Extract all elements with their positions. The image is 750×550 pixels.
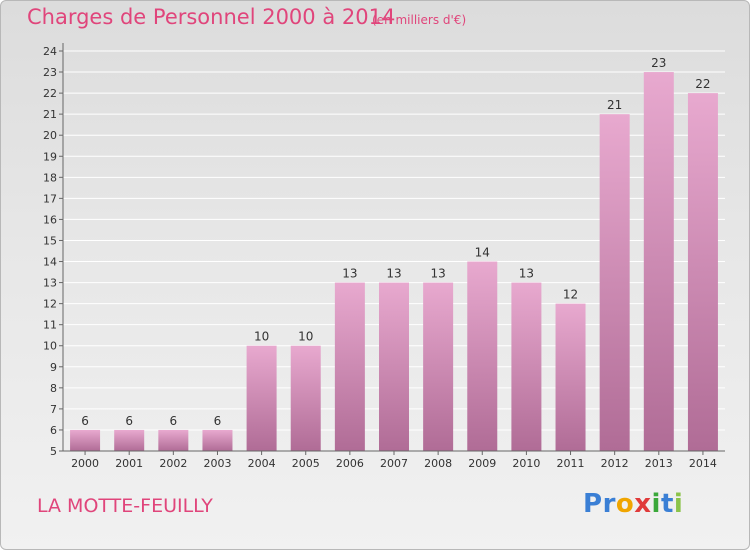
value-label-2004: 10 bbox=[254, 330, 269, 344]
y-tick-label: 14 bbox=[43, 256, 57, 269]
axes: 5 6 7 8 9 10 11 12 13 14 15 16 17 18 19 20 21 22 23 24 2000 2… bbox=[43, 43, 725, 470]
logo-letter: i bbox=[673, 489, 684, 519]
y-tick-label: 19 bbox=[43, 150, 57, 163]
y-tick-label: 21 bbox=[43, 108, 57, 121]
logo-letter: x bbox=[634, 489, 652, 519]
y-tick-label: 20 bbox=[43, 129, 57, 142]
value-label-2013: 23 bbox=[651, 56, 666, 70]
proxiti-logo[interactable]: Proxiti bbox=[583, 489, 683, 519]
bar-2009 bbox=[467, 261, 498, 451]
x-tick-label-2010: 2010 bbox=[512, 457, 540, 470]
y-tick-label: 18 bbox=[43, 171, 57, 184]
value-label-2003: 6 bbox=[214, 414, 222, 428]
bar-2010 bbox=[511, 282, 542, 451]
bar-2002 bbox=[158, 429, 189, 451]
x-tick-label-2011: 2011 bbox=[557, 457, 585, 470]
y-tick-label: 12 bbox=[43, 298, 57, 311]
bar-2005 bbox=[290, 345, 321, 451]
x-tick-label-2013: 2013 bbox=[645, 457, 673, 470]
value-label-2006: 13 bbox=[342, 267, 357, 281]
y-tick-label: 23 bbox=[43, 66, 57, 79]
x-tick-label-2001: 2001 bbox=[115, 457, 143, 470]
x-tick-label-2009: 2009 bbox=[468, 457, 496, 470]
bar-2013 bbox=[643, 72, 674, 451]
y-tick-label: 9 bbox=[50, 361, 57, 374]
bars: 6 6 6 6 10 10 13 13 13 14 13 12 21 23 22 bbox=[70, 56, 718, 452]
x-tick-label-2002: 2002 bbox=[159, 457, 187, 470]
y-tick-label: 15 bbox=[43, 234, 57, 247]
logo-letter: P bbox=[583, 489, 603, 519]
chart-subtitle: (en milliers d'€) bbox=[372, 13, 467, 27]
logo-letter: o bbox=[615, 489, 635, 519]
x-tick-label-2005: 2005 bbox=[292, 457, 320, 470]
logo-letter: t bbox=[660, 489, 674, 519]
value-label-2012: 21 bbox=[607, 98, 622, 112]
logo-letter: r bbox=[602, 489, 616, 519]
y-tick-label: 24 bbox=[43, 45, 57, 58]
place-name: LA MOTTE-FEUILLY bbox=[37, 495, 213, 517]
bar-2012 bbox=[599, 114, 630, 451]
bar-2007 bbox=[379, 282, 409, 451]
value-label-2010: 13 bbox=[519, 267, 534, 281]
bar-2004 bbox=[246, 345, 277, 451]
y-tick-label: 7 bbox=[50, 403, 57, 416]
y-tick-label: 5 bbox=[50, 445, 57, 458]
value-label-2001: 6 bbox=[125, 414, 133, 428]
bar-2008 bbox=[423, 282, 454, 451]
logo-letter: i bbox=[651, 489, 661, 519]
y-tick-label: 8 bbox=[50, 382, 57, 395]
x-tick-label-2012: 2012 bbox=[601, 457, 629, 470]
y-tick-label: 16 bbox=[43, 213, 57, 226]
value-label-2014: 22 bbox=[695, 77, 710, 91]
x-tick-label-2003: 2003 bbox=[203, 457, 231, 470]
chart-title: Charges de Personnel 2000 à 2014 bbox=[27, 5, 396, 29]
value-label-2005: 10 bbox=[298, 330, 313, 344]
bar-2011 bbox=[555, 303, 586, 451]
y-tick-label: 6 bbox=[50, 424, 57, 437]
bar-2003 bbox=[202, 429, 233, 451]
value-label-2007: 13 bbox=[386, 267, 401, 281]
y-tick-label: 17 bbox=[43, 192, 57, 205]
y-tick-label: 13 bbox=[43, 277, 57, 290]
y-tick-label: 11 bbox=[43, 319, 57, 332]
value-label-2009: 14 bbox=[475, 246, 490, 260]
bar-2006 bbox=[334, 282, 365, 451]
bar-2014 bbox=[687, 93, 718, 452]
x-tick-label-2006: 2006 bbox=[336, 457, 364, 470]
bar-2000 bbox=[70, 429, 101, 451]
x-tick-label-2007: 2007 bbox=[380, 457, 408, 470]
y-tick-label: 10 bbox=[43, 340, 57, 353]
value-label-2002: 6 bbox=[170, 414, 178, 428]
x-tick-label-2000: 2000 bbox=[71, 457, 99, 470]
value-label-2011: 12 bbox=[563, 288, 578, 302]
value-label-2008: 13 bbox=[430, 267, 445, 281]
value-label-2000: 6 bbox=[81, 414, 89, 428]
x-tick-label-2014: 2014 bbox=[689, 457, 717, 470]
x-tick-label-2008: 2008 bbox=[424, 457, 452, 470]
y-tick-label: 22 bbox=[43, 87, 57, 100]
bar-2001 bbox=[114, 429, 145, 451]
x-tick-label-2004: 2004 bbox=[248, 457, 276, 470]
